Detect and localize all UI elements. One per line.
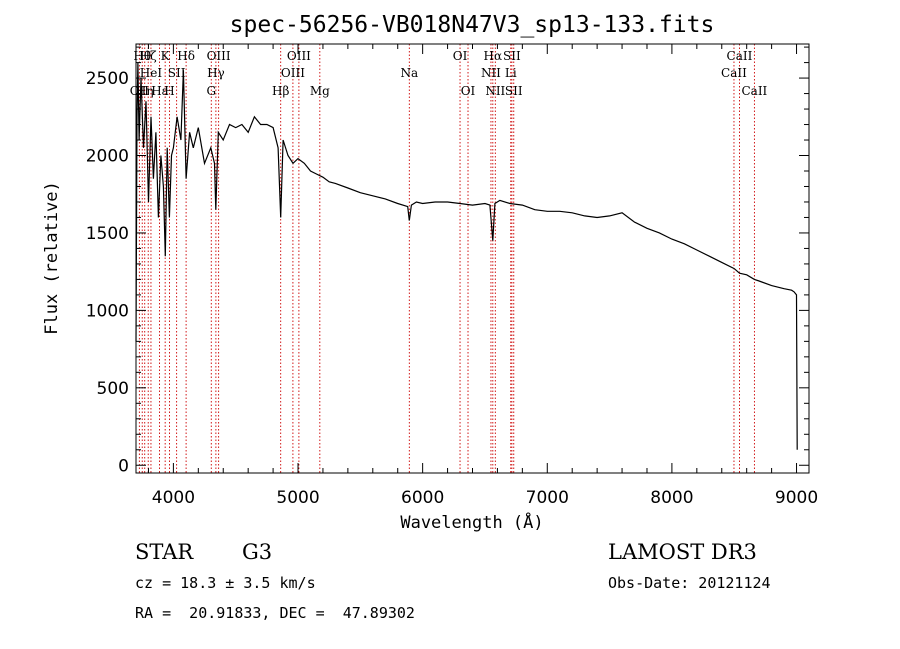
line-label-23: Li	[505, 66, 517, 80]
x-tick-label-6000: 6000	[401, 488, 444, 508]
line-label-25: SII	[505, 84, 523, 98]
y-tick-label-1500: 1500	[86, 224, 129, 244]
object-subclass: G3	[242, 540, 273, 564]
line-label-15: OIII	[287, 49, 311, 63]
line-label-26: CaII	[721, 66, 747, 80]
y-tick-label-1000: 1000	[86, 301, 129, 321]
line-label-8: SII	[168, 66, 186, 80]
x-tick-label-9000: 9000	[775, 488, 818, 508]
line-label-9: Hδ	[177, 49, 195, 63]
spectral-line-markers	[138, 44, 755, 473]
y-tick-label-500: 500	[97, 379, 129, 399]
coordinates: RA = 20.91833, DEC = 47.89302	[135, 604, 415, 622]
line-label-0: OII	[130, 84, 150, 98]
line-label-1: Hθ	[133, 49, 151, 63]
line-label-22: NII	[485, 84, 505, 98]
line-label-24: SII	[503, 49, 521, 63]
x-axis-ticks: 4000 5000 6000 7000 8000 9000	[147, 44, 818, 508]
y-tick-label-0: 0	[118, 456, 129, 476]
line-label-18: OI	[453, 49, 468, 63]
observation-date: Obs-Date: 20121124	[608, 574, 771, 592]
line-label-6: K	[161, 49, 171, 63]
object-class: STAR	[135, 540, 194, 564]
chart-title: spec-56256-VB018N47V3_sp13-133.fits	[230, 12, 715, 38]
y-axis-ticks: 0 500 1000 1500 2000 2500	[86, 46, 809, 476]
line-label-4: HeI	[140, 66, 163, 80]
line-label-11: Hγ	[207, 66, 225, 80]
spectral-line-labels: OIIHθHηHζHeIHεKHSIIHδGHγOIIIHβOIIIOIIIMg…	[130, 49, 768, 98]
line-label-10: G	[206, 84, 216, 98]
x-tick-label-8000: 8000	[650, 488, 693, 508]
line-label-16: Mg	[310, 84, 330, 98]
line-label-20: NII	[481, 66, 501, 80]
y-tick-label-2500: 2500	[86, 69, 129, 89]
x-tick-label-7000: 7000	[526, 488, 569, 508]
line-label-14: OIII	[281, 66, 305, 80]
x-tick-label-4000: 4000	[152, 488, 195, 508]
line-label-27: CaII	[727, 49, 753, 63]
y-axis-label: Flux (relative)	[42, 181, 62, 335]
line-label-21: Hα	[484, 49, 503, 63]
line-label-17: Na	[400, 66, 418, 80]
line-label-7: H	[164, 84, 174, 98]
survey-name: LAMOST DR3	[608, 540, 757, 564]
line-label-12: OIII	[207, 49, 231, 63]
line-label-3: Hζ	[140, 49, 157, 63]
x-tick-label-5000: 5000	[276, 488, 319, 508]
line-label-28: CaII	[741, 84, 767, 98]
line-label-19: OI	[461, 84, 476, 98]
plot-frame	[135, 43, 810, 474]
line-label-13: Hβ	[272, 84, 289, 98]
line-label-5: Hε	[151, 84, 168, 98]
flux-series-line	[135, 62, 798, 450]
redshift-velocity: cz = 18.3 ± 3.5 km/s	[135, 574, 316, 592]
x-axis-label: Wavelength (Å)	[400, 511, 543, 533]
y-tick-label-2000: 2000	[86, 147, 129, 167]
